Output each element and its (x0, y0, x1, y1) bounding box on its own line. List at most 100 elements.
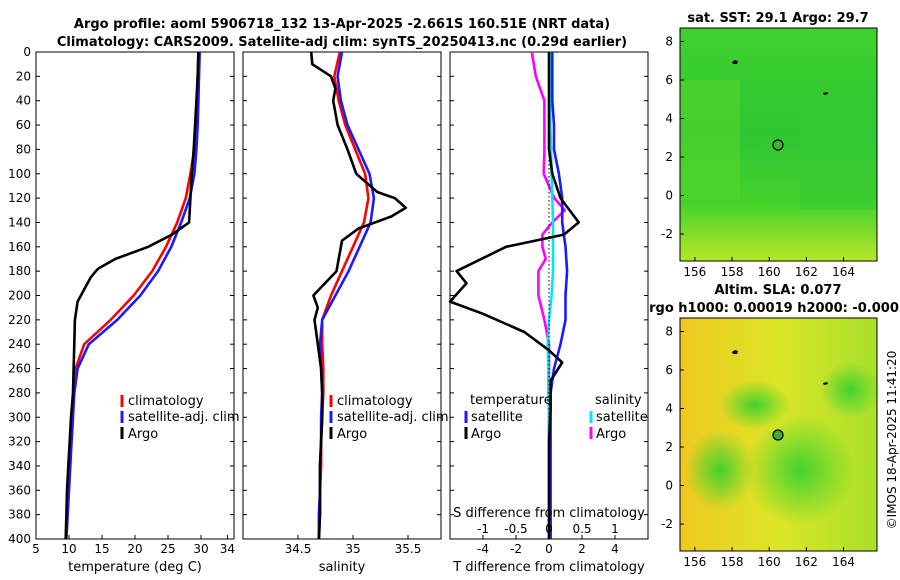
legend-label-argo: Argo (337, 427, 367, 442)
depth-tick-label: 260 (8, 362, 31, 376)
map-lon-tick-label: 158 (721, 555, 744, 569)
sla-map-title-line-2: rgo h1000: 0.00019 h2000: -0.000 (649, 301, 899, 316)
depth-tick-label: 120 (8, 191, 31, 205)
depth-tick-label: 180 (8, 264, 31, 278)
salinity-legend: climatology satellite-adj. clim Argo (329, 394, 449, 442)
salinity-panel-frame (242, 51, 442, 540)
sla-map-low-anomaly (719, 380, 791, 430)
depth-tick-label: 360 (8, 483, 31, 497)
sla-map-low-anomaly (685, 430, 755, 510)
depth-tick-label: 40 (16, 94, 31, 108)
x-axis-ticks: 510152025303434.53535.5-4-2024-1-0.500.5… (32, 522, 619, 556)
map-lat-tick-label: 0 (665, 189, 673, 203)
map-lon-tick-label: 156 (683, 555, 706, 569)
sla-map-title-line-1: Altim. SLA: 0.077 (715, 283, 842, 298)
sst-map-title: sat. SST: 29.1 Argo: 29.7 (687, 11, 868, 26)
sla-map-axes: 156 158 160 162 164 8 6 4 2 0 -2 (661, 324, 855, 569)
s-difference-tick-label: 0.5 (572, 522, 591, 536)
depth-tick-label: 240 (8, 337, 31, 351)
t-difference-tick-label: -4 (477, 542, 489, 556)
legend-title-salinity: salinity (595, 393, 642, 408)
depth-tick-label: 80 (16, 142, 31, 156)
salinity-satellite-line (317, 51, 376, 539)
depth-tick-label: 100 (8, 167, 31, 181)
sla-map-frame (679, 317, 878, 552)
sla-argo-position-marker (772, 429, 784, 441)
map-lat-tick-label: 0 (665, 479, 673, 493)
temperature-argo-line (64, 51, 200, 540)
s-difference-axis-label: S difference from climatology (453, 506, 645, 521)
map-lat-tick-label: 8 (665, 324, 673, 338)
map-lat-tick-label: -2 (661, 227, 673, 241)
t-difference-tick-label: 0 (545, 542, 553, 556)
map-lon-tick-label: 164 (832, 265, 855, 279)
sst-island-shape (823, 92, 828, 95)
t-difference-tick-label: 2 (578, 542, 586, 556)
temperature-axis-label: temperature (deg C) (68, 560, 202, 575)
legend-label-s-argo: Argo (596, 427, 626, 442)
difference-legend: temperature salinity satellite Argo sate… (464, 393, 648, 442)
temperature-tick-label: 5 (32, 542, 40, 556)
depth-tick-label: 60 (16, 118, 31, 132)
temperature-legend: climatology satellite-adj. clim Argo (120, 394, 240, 442)
sst-island-shape (732, 60, 738, 64)
map-lat-tick-label: 2 (665, 440, 673, 454)
depth-tick-label: 0 (23, 45, 31, 59)
map-lat-tick-label: -2 (661, 517, 673, 531)
sst-map-warm-patch (800, 110, 877, 210)
legend-label-argo: Argo (128, 427, 158, 442)
depth-tick-label: 380 (8, 508, 31, 522)
depth-tick-label: 280 (8, 386, 31, 400)
depth-tick-label: 320 (8, 435, 31, 449)
depth-tick-label: 160 (8, 240, 31, 254)
legend-title-temperature: temperature (470, 393, 552, 408)
map-lat-tick-label: 2 (665, 150, 673, 164)
temperature-climatology-line (64, 51, 200, 540)
s-difference-tick-label: -0.5 (504, 522, 527, 536)
temperature-difference-satellite-line (549, 52, 569, 539)
profile-curves (64, 51, 580, 540)
imos-credit: ©IMOS 18-Apr-2025 11:41:20 (885, 351, 899, 530)
depth-tick-label: 220 (8, 313, 31, 327)
map-lon-tick-label: 160 (758, 265, 781, 279)
depth-tick-label: 300 (8, 410, 31, 424)
depth-tick-label: 200 (8, 289, 31, 303)
sst-map-axes: 156 158 160 162 164 8 6 4 2 0 -2 (661, 34, 855, 279)
map-lat-tick-label: 8 (665, 34, 673, 48)
map-lat-tick-label: 6 (665, 73, 673, 87)
depth-tick-label: 340 (8, 459, 31, 473)
legend-label-s-satellite: satellite (596, 410, 648, 425)
depth-tick-label: 20 (16, 69, 31, 83)
salinity-tick-label: 35 (345, 542, 360, 556)
temperature-tick-label: 10 (61, 542, 76, 556)
depth-tick-label: 140 (8, 215, 31, 229)
depth-axis: 0 20 40 60 80 100 120 140 160 180 200 220 240 260 280 3… (8, 45, 648, 546)
legend-label-satellite: satellite-adj. clim (128, 410, 240, 425)
legend-label-t-argo: Argo (471, 427, 501, 442)
legend-label-t-satellite: satellite (471, 410, 523, 425)
s-difference-tick-label: 1 (611, 522, 619, 536)
temperature-difference-argo-line (448, 52, 580, 539)
t-difference-tick-label: 4 (611, 542, 619, 556)
map-lon-tick-label: 156 (683, 265, 706, 279)
temperature-tick-label: 30 (193, 542, 208, 556)
temperature-tick-label: 15 (94, 542, 109, 556)
map-lon-tick-label: 164 (832, 555, 855, 569)
legend-label-satellite: satellite-adj. clim (337, 410, 449, 425)
salinity-axis-label: salinity (319, 560, 366, 575)
map-lon-tick-label: 158 (721, 265, 744, 279)
depth-tick-label: 400 (8, 532, 31, 546)
sla-island-shape (732, 350, 738, 354)
map-lon-tick-label: 162 (795, 265, 818, 279)
temperature-tick-label: 25 (160, 542, 175, 556)
temperature-satellite-line (65, 51, 201, 540)
salinity-tick-label: 35.5 (395, 542, 422, 556)
sla-island-shape (823, 382, 828, 385)
temperature-tick-label: 20 (127, 542, 142, 556)
salinity-argo-line (309, 51, 408, 540)
temperature-tick-label: 34 (220, 542, 235, 556)
sst-argo-position-marker (772, 139, 784, 151)
map-lat-tick-label: 4 (665, 112, 673, 126)
map-lon-tick-label: 160 (758, 555, 781, 569)
